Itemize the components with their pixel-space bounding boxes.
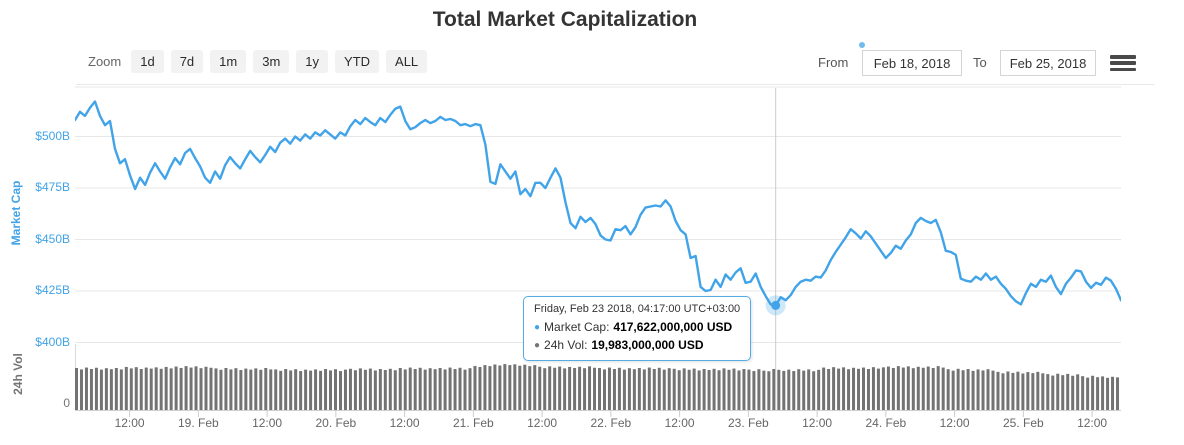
x-axis-label: 23. Feb xyxy=(727,416,769,430)
x-axis-label: 20. Feb xyxy=(315,416,357,430)
hamburger-menu-icon[interactable] xyxy=(1110,55,1136,71)
chart-canvas xyxy=(75,86,1121,417)
x-axis-label: 22. Feb xyxy=(590,416,632,430)
tooltip-market-cap-value: 417,622,000,000 USD xyxy=(613,319,733,334)
zoom-button-3m[interactable]: 3m xyxy=(253,50,290,73)
stray-marker-dot xyxy=(859,42,865,48)
tooltip-volume-row: ● 24h Vol: 19,983,000,000 USD xyxy=(534,336,740,354)
x-axis-label: 12:00 xyxy=(114,416,145,430)
x-axis-label: 12:00 xyxy=(802,416,833,430)
to-date-input[interactable] xyxy=(1000,50,1096,76)
volume-zero-label: 0 xyxy=(63,396,70,410)
x-axis-label: 12:00 xyxy=(1077,416,1108,430)
zoom-button-1y[interactable]: 1y xyxy=(296,50,329,73)
x-axis-label: 12:00 xyxy=(252,416,283,430)
y-axis-label: $475B xyxy=(35,180,70,194)
x-axis-label: 12:00 xyxy=(664,416,695,430)
y-axis-label: $425B xyxy=(35,283,70,297)
from-date-input[interactable] xyxy=(862,50,962,76)
zoom-button-7d[interactable]: 7d xyxy=(170,50,204,73)
volume-bullet-icon: ● xyxy=(534,340,541,351)
zoom-button-1d[interactable]: 1d xyxy=(131,50,164,73)
y-axis-label: $400B xyxy=(35,334,70,349)
x-axis-label: 12:00 xyxy=(389,416,420,430)
chart-tooltip: Friday, Feb 23 2018, 04:17:00 UTC+03:00 … xyxy=(523,296,752,361)
tooltip-volume-label: 24h Vol: xyxy=(544,337,588,352)
zoom-button-1m[interactable]: 1m xyxy=(210,50,247,73)
tooltip-date: Friday, Feb 23 2018, 04:17:00 UTC+03:00 xyxy=(534,303,741,315)
y-axis-label: $500B xyxy=(35,128,70,143)
tooltip-market-cap-label: Market Cap: xyxy=(544,319,610,334)
tooltip-market-cap-row: ● Market Cap: 417,622,000,000 USD xyxy=(534,318,740,336)
page-title: Total Market Capitalization xyxy=(432,8,698,31)
from-label: From xyxy=(818,55,849,70)
x-axis-label: 12:00 xyxy=(939,416,970,430)
market-cap-bullet-icon: ● xyxy=(534,322,541,333)
to-label: To xyxy=(973,55,987,70)
volume-axis-title: 24h Vol xyxy=(11,353,25,395)
hover-marker-dot xyxy=(771,300,781,310)
zoom-button-all[interactable]: ALL xyxy=(386,50,428,73)
volume-bars xyxy=(75,364,1120,411)
x-axis-label: 21. Feb xyxy=(452,416,494,430)
zoom-label: Zoom xyxy=(88,54,122,69)
zoom-toolbar: Zoom 1d 7d 1m 3m 1y YTD ALL xyxy=(88,50,428,73)
x-axis-label: 19. Feb xyxy=(177,416,219,430)
y-axis-label: $450B xyxy=(35,231,70,246)
x-axis-label: 24. Feb xyxy=(865,416,907,430)
x-axis-label: 12:00 xyxy=(527,416,558,430)
zoom-button-ytd[interactable]: YTD xyxy=(335,50,380,73)
x-axis-label: 25. Feb xyxy=(1002,416,1044,430)
tooltip-volume-value: 19,983,000,000 USD xyxy=(591,337,704,352)
market-cap-line xyxy=(75,100,1121,307)
toolbar-separator xyxy=(76,84,1154,85)
